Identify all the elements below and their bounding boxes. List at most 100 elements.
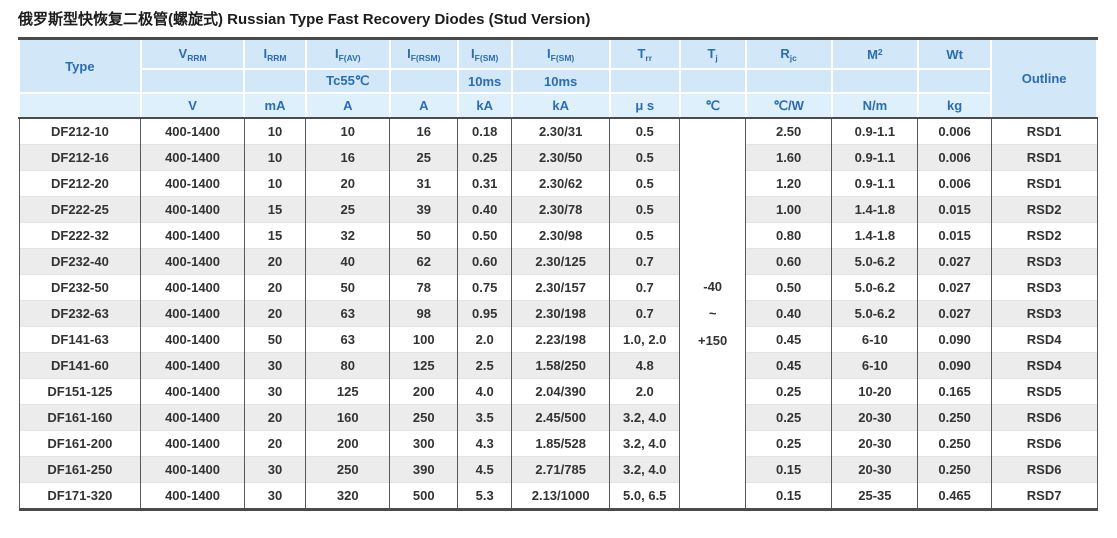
cell: 16 xyxy=(389,118,459,145)
condition-cell-ifav: Tc55℃ xyxy=(304,68,391,94)
cell: 62 xyxy=(389,248,459,275)
cell: 25 xyxy=(305,196,391,223)
table-row: DF232-63 400-1400 20 63 98 0.95 2.30/198 0.7 0.4… xyxy=(18,300,1098,327)
cell: 1.85/528 xyxy=(511,430,611,457)
table-header: Type VRRM IRRM IF(AV) IF(RSM) IF(SM) IF(… xyxy=(18,37,1098,119)
cell: 0.25 xyxy=(745,430,833,457)
cell: 0.15 xyxy=(745,456,833,483)
cell: 125 xyxy=(389,352,459,379)
cell: 2.23/198 xyxy=(511,326,611,353)
cell: 6-10 xyxy=(831,326,919,353)
table-row: DF171-320 400-1400 30 320 500 5.3 2.13/1000 5.0… xyxy=(18,482,1098,510)
cell: 0.25 xyxy=(745,404,833,431)
cell: DF161-250 xyxy=(18,456,142,483)
cell: 2.5 xyxy=(457,352,513,379)
cell: 0.7 xyxy=(609,248,681,275)
cell: 0.75 xyxy=(457,274,513,301)
cell: 200 xyxy=(389,378,459,405)
cell: 0.5 xyxy=(609,196,681,223)
cell: 63 xyxy=(305,326,391,353)
symbol-sub: jc xyxy=(789,52,797,63)
symbol-sub: F(SM) xyxy=(474,52,499,63)
cell: DF232-40 xyxy=(18,248,142,275)
unit-cell-ifsm-1: kA xyxy=(456,92,513,119)
cell: 1.0, 2.0 xyxy=(609,326,681,353)
cell: 50 xyxy=(305,274,391,301)
cell: 400-1400 xyxy=(140,352,245,379)
cell: 250 xyxy=(305,456,391,483)
cell: 0.9-1.1 xyxy=(831,144,919,171)
symbol-sup: 2 xyxy=(877,46,883,57)
cell: 1.00 xyxy=(745,196,833,223)
cell: RSD4 xyxy=(990,352,1098,379)
unit-cell-ifrsm: A xyxy=(388,92,459,119)
diode-spec-table: Type VRRM IRRM IF(AV) IF(RSM) IF(SM) IF(… xyxy=(18,37,1098,511)
cell: 2.30/31 xyxy=(511,118,611,145)
cell: 50 xyxy=(389,222,459,249)
cell: 30 xyxy=(243,456,307,483)
cell: DF222-25 xyxy=(18,196,142,223)
condition-cell-trr xyxy=(608,68,681,94)
condition-cell-ifsm-1: 10ms xyxy=(456,68,513,94)
cell: 0.027 xyxy=(917,300,992,327)
cell: 0.027 xyxy=(917,274,992,301)
symbol-sub: F(RSM) xyxy=(410,52,441,63)
cell: 0.165 xyxy=(917,378,992,405)
table-row: DF222-32 400-1400 15 32 50 0.50 2.30/98 0.5 0.80… xyxy=(18,222,1098,249)
unit-cell-wt: kg xyxy=(916,92,993,119)
cell: DF171-320 xyxy=(18,482,142,510)
cell: RSD3 xyxy=(990,274,1098,301)
cell: 2.30/125 xyxy=(511,248,611,275)
col-header-ifsm-1: IF(SM) xyxy=(456,37,513,70)
table-row: DF232-40 400-1400 20 40 62 0.60 2.30/125 0.7 0.6… xyxy=(18,248,1098,275)
cell: 160 xyxy=(305,404,391,431)
cell: 50 xyxy=(243,326,307,353)
symbol-base: T xyxy=(637,45,646,61)
cell: 0.45 xyxy=(745,326,833,353)
condition-cell-ifsm-2: 10ms xyxy=(510,68,611,94)
col-header-type: Type xyxy=(18,37,142,94)
cell: 0.5 xyxy=(609,144,681,171)
cell: 20 xyxy=(243,300,307,327)
tj-range-line: ~ xyxy=(708,306,717,321)
table-row: DF161-160 400-1400 20 160 250 3.5 2.45/500 3.2,… xyxy=(18,404,1098,431)
table-row: DF141-60 400-1400 30 80 125 2.5 1.58/250 4.8 0.4… xyxy=(18,352,1098,379)
page-title-zh: 俄罗斯型快恢复二极管(螺旋式) xyxy=(18,11,223,28)
cell: 2.71/785 xyxy=(511,456,611,483)
cell: DF232-50 xyxy=(18,274,142,301)
cell: 0.45 xyxy=(745,352,833,379)
symbol-base: I xyxy=(547,45,551,61)
cell: 400-1400 xyxy=(140,300,245,327)
cell: 400-1400 xyxy=(140,404,245,431)
cell: DF212-20 xyxy=(18,170,142,197)
cell: DF222-32 xyxy=(18,222,142,249)
cell: 20 xyxy=(243,248,307,275)
cell: 30 xyxy=(243,378,307,405)
cell: DF161-160 xyxy=(18,404,142,431)
cell: DF161-200 xyxy=(18,430,142,457)
cell: RSD6 xyxy=(990,456,1098,483)
cell: 10 xyxy=(243,170,307,197)
cell: 400-1400 xyxy=(140,378,245,405)
cell: 400-1400 xyxy=(140,326,245,353)
tj-range-line: -40 xyxy=(703,279,723,294)
cell: 0.090 xyxy=(917,326,992,353)
col-header-irrm: IRRM xyxy=(243,37,307,70)
cell: 0.250 xyxy=(917,456,992,483)
cell: 0.50 xyxy=(457,222,513,249)
cell: 5.3 xyxy=(457,482,513,510)
cell: 100 xyxy=(389,326,459,353)
cell: 0.015 xyxy=(917,222,992,249)
cell: 20-30 xyxy=(831,404,919,431)
col-header-outline: Outline xyxy=(990,37,1098,119)
cell: 2.30/157 xyxy=(511,274,611,301)
table-row: DF212-16 400-1400 10 16 25 0.25 2.30/50 0.5 1.60… xyxy=(18,144,1098,171)
cell: 2.0 xyxy=(609,378,681,405)
cell: 2.04/390 xyxy=(511,378,611,405)
unit-cell-trr: μ s xyxy=(608,92,681,119)
cell: 1.20 xyxy=(745,170,833,197)
cell: DF212-16 xyxy=(18,144,142,171)
col-header-ifav: IF(AV) xyxy=(304,37,391,70)
cell: 2.30/62 xyxy=(511,170,611,197)
cell: DF212-10 xyxy=(18,118,142,145)
